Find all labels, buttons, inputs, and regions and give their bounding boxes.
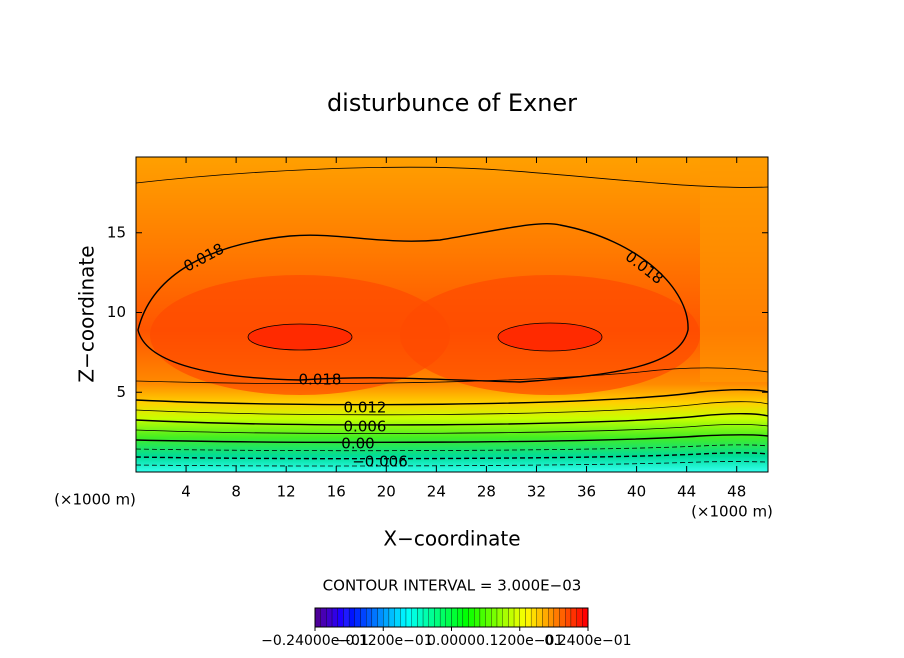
colorbar-swatch <box>565 607 572 628</box>
field-fill <box>700 157 768 382</box>
x-tick-label: 32 <box>527 483 546 501</box>
colorbar-tick-label: 0.1200e−01 <box>476 633 563 649</box>
colorbar-swatch <box>439 607 446 628</box>
colorbar-swatch <box>434 607 441 628</box>
colorbar-swatch <box>354 607 361 628</box>
colorbar-swatch <box>468 607 475 628</box>
contour-label: −0.006 <box>352 453 408 471</box>
colorbar-swatch <box>462 607 469 628</box>
contour-line <box>136 166 768 188</box>
x-tick-label: 40 <box>627 483 646 501</box>
colorbar-swatch <box>530 607 537 628</box>
colorbar-swatch <box>383 607 390 628</box>
colorbar-swatch <box>417 607 424 628</box>
plot-frame <box>135 156 769 473</box>
colorbar-swatch <box>428 607 435 628</box>
y-axis-label: Z−coordinate <box>75 245 99 382</box>
colorbar-swatch <box>445 607 452 628</box>
contour-line <box>247 323 353 351</box>
x-tick-label: 36 <box>577 483 596 501</box>
colorbar-swatch <box>422 607 429 628</box>
chart-title: disturbunce of Exner <box>327 89 577 117</box>
x-units-label: (×1000 m) <box>691 503 773 521</box>
x-tick-label: 4 <box>181 483 191 501</box>
colorbar-tick-label: −0.1200e−01 <box>334 633 433 649</box>
colorbar-swatch <box>366 607 373 628</box>
x-axis-label: X−coordinate <box>383 527 520 551</box>
colorbar-swatch <box>519 607 526 628</box>
colorbar-swatch <box>394 607 401 628</box>
x-tick-label: 20 <box>377 483 396 501</box>
contour-line <box>136 388 768 406</box>
colorbar-swatch <box>474 607 481 628</box>
contour-line <box>137 222 689 383</box>
colorbar-swatch <box>337 607 344 628</box>
x-tick-label: 24 <box>427 483 446 501</box>
colorbar-swatch <box>485 607 492 628</box>
contour-line <box>136 367 768 384</box>
contour-line <box>497 322 603 352</box>
field <box>136 157 768 472</box>
colorbar-swatch <box>451 607 458 628</box>
x-tick-label: 44 <box>677 483 696 501</box>
y-tick-label: 10 <box>107 303 126 321</box>
colorbar-swatch <box>457 607 464 628</box>
colorbar-swatch <box>320 607 327 628</box>
colorbar-swatch <box>491 607 498 628</box>
y-tick-label: 15 <box>107 223 126 241</box>
colorbar-swatch <box>536 607 543 628</box>
colorbar-swatch <box>582 607 589 628</box>
x-tick-label: 8 <box>231 483 241 501</box>
y-tick-label: 5 <box>116 383 126 401</box>
x-tick-label: 12 <box>277 483 296 501</box>
x-tick-label: 16 <box>327 483 346 501</box>
contour-label: 0.006 <box>344 418 387 436</box>
contour-label: 0.018 <box>299 371 342 389</box>
colorbar-swatch <box>326 607 333 628</box>
colorbar-swatch <box>400 607 407 628</box>
colorbar-swatch <box>411 607 418 628</box>
colorbar-swatch <box>343 607 350 628</box>
contour-label: 0.012 <box>344 399 387 417</box>
contour-line <box>136 461 768 467</box>
colorbar-swatch <box>553 607 560 628</box>
colorbar-tick-label: 0.2400e−01 <box>544 633 631 649</box>
colorbar-swatch <box>360 607 367 628</box>
colorbar-swatch <box>508 607 515 628</box>
x-tick-label: 48 <box>727 483 746 501</box>
colorbar-swatch <box>525 607 532 628</box>
colorbar-swatch <box>496 607 503 628</box>
colorbar-swatch <box>377 607 384 628</box>
colorbar-tick-label: 0.0000 <box>427 633 476 649</box>
contour-label: 0.00 <box>341 435 374 453</box>
contour-line <box>136 412 768 426</box>
colorbar-swatch <box>502 607 509 628</box>
colorbar-swatch <box>570 607 577 628</box>
colorbar-swatch <box>542 607 549 628</box>
x-units-label: (×1000 m) <box>54 491 136 509</box>
contour-interval: CONTOUR INTERVAL = 3.000E−03 <box>323 577 582 595</box>
colorbar-swatch <box>548 607 555 628</box>
colorbar-swatch <box>388 607 395 628</box>
colorbar-swatch <box>405 607 412 628</box>
colorbar-tick-label: −0.24000e−01 <box>261 633 369 649</box>
colorbar-swatch <box>513 607 520 628</box>
colorbar-swatch <box>479 607 486 628</box>
contour-line <box>136 452 768 460</box>
colorbar-swatch <box>331 607 338 628</box>
colorbar-swatch <box>314 607 321 628</box>
contour-line <box>136 424 768 434</box>
contour-line <box>136 401 768 416</box>
contour-line <box>136 444 768 452</box>
colorbar-swatch <box>559 607 566 628</box>
colorbar-swatch <box>348 607 355 628</box>
colorbar-swatch <box>576 607 583 628</box>
x-tick-label: 28 <box>477 483 496 501</box>
colorbar-swatch <box>371 607 378 628</box>
contour-line <box>136 434 768 444</box>
